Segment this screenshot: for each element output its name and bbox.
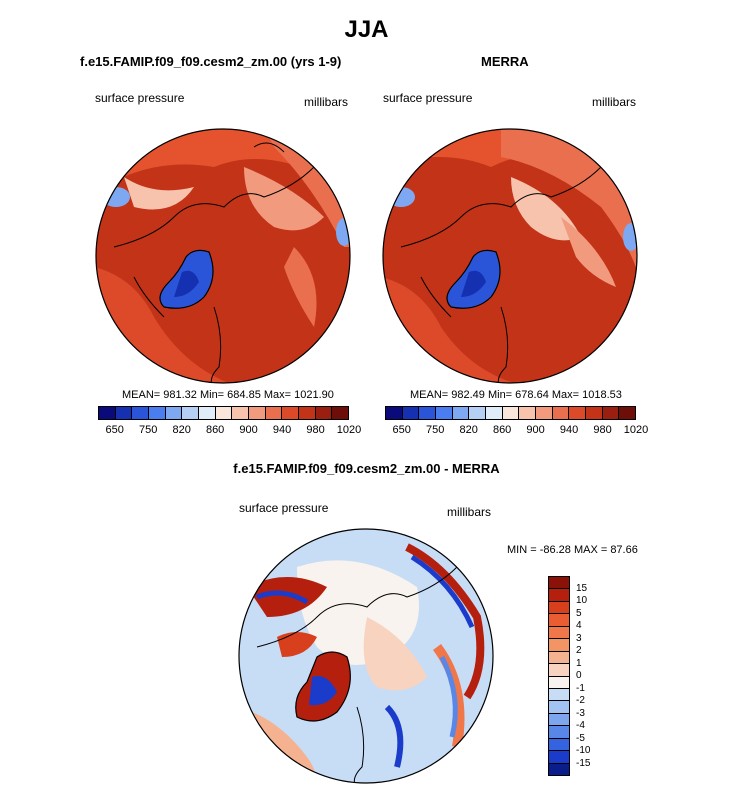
- obs-colorbar-swatch: [469, 407, 487, 419]
- model-stats: MEAN= 981.32 Min= 684.85 Max= 1021.90: [122, 389, 334, 401]
- diff-colorbar-tick-label: 0: [576, 670, 582, 681]
- obs-colorbar-swatch: [436, 407, 453, 419]
- diff-colorbar-swatch: [549, 626, 569, 640]
- model-colorbar-swatch: [332, 407, 349, 419]
- model-colorbar-tick-label: 940: [272, 424, 292, 436]
- obs-colorbar-tick-label: 1020: [623, 424, 649, 436]
- obs-units-label: millibars: [592, 95, 637, 109]
- obs-panel-title: MERRA: [481, 54, 529, 69]
- diff-colorbar-swatch: [549, 701, 569, 714]
- diff-variable-label: surface pressure: [239, 501, 329, 515]
- model-colorbar-tick-label: 900: [239, 424, 258, 436]
- model-colorbar-swatch: [249, 407, 266, 419]
- obs-colorbar-tick-label: 750: [426, 424, 445, 436]
- obs-colorbar-swatch: [519, 407, 537, 419]
- model-colorbar-swatch: [215, 407, 233, 419]
- obs-colorbar-swatch: [586, 407, 603, 419]
- diff-colorbar-tick-label: -1: [576, 682, 585, 694]
- obs-colorbar-tick-label: 860: [492, 424, 512, 436]
- obs-colorbar-tick-label: 650: [392, 424, 411, 436]
- obs-colorbar-swatch: [402, 407, 420, 419]
- diff-colorbar-tick-label: -2: [576, 695, 585, 706]
- diff-colorbar-tick-label: 5: [576, 607, 582, 619]
- diff-colorbar-swatch: [549, 614, 569, 627]
- model-colorbar-swatch: [99, 407, 116, 419]
- diff-colorbar-swatch: [549, 738, 569, 752]
- obs-colorbar-swatch: [602, 407, 620, 419]
- diff-colorbar-tick-label: -5: [576, 732, 585, 744]
- model-colorbar-swatch: [282, 407, 300, 419]
- model-colorbar-swatch: [265, 407, 283, 419]
- figure-title: JJA: [344, 16, 389, 43]
- model-colorbar-swatch: [315, 407, 333, 419]
- model-colorbar-swatch: [115, 407, 133, 419]
- diff-colorbar-tick-label: 3: [576, 632, 582, 644]
- diff-colorbar-swatch: [549, 688, 569, 702]
- model-colorbar-swatch: [199, 407, 216, 419]
- diff-colorbar-swatch: [549, 763, 569, 775]
- obs-colorbar-swatch: [486, 407, 503, 419]
- obs-colorbar-swatch: [502, 407, 520, 419]
- model-colorbar-tick-label: 860: [205, 424, 225, 436]
- obs-colorbar: [385, 406, 636, 420]
- diff-colorbar-tick-label: -10: [576, 745, 591, 756]
- model-colorbar-tick-label: 1020: [336, 424, 362, 436]
- diff-colorbar-swatch: [549, 751, 569, 764]
- model-colorbar-swatch: [132, 407, 150, 419]
- diff-stats: MIN = -86.28 MAX = 87.66: [507, 544, 638, 556]
- diff-colorbar-tick-label: 10: [576, 595, 588, 606]
- model-colorbar-tick-label: 820: [172, 424, 191, 436]
- diff-colorbar-swatch: [549, 713, 569, 727]
- diff-units-label: millibars: [447, 505, 492, 519]
- obs-colorbar-swatch: [419, 407, 437, 419]
- obs-colorbar-swatch: [569, 407, 587, 419]
- model-polar-map: [95, 128, 351, 384]
- obs-polar-map: [382, 128, 638, 384]
- model-colorbar-swatch: [165, 407, 183, 419]
- diff-colorbar-swatch: [549, 577, 569, 590]
- obs-colorbar-tick-label: 900: [526, 424, 545, 436]
- diff-colorbar-ticks: 15 10 5 4 3 2 1 0 -1 -2 -3 -4 -5 -10 -15: [576, 576, 606, 776]
- diff-colorbar-tick-label: -3: [576, 707, 585, 719]
- obs-colorbar-swatch: [552, 407, 570, 419]
- obs-colorbar-swatch: [619, 407, 636, 419]
- model-units-label: millibars: [304, 95, 349, 109]
- diff-colorbar-tick-label: 2: [576, 645, 582, 656]
- diff-panel-title: f.e15.FAMIP.f09_f09.cesm2_zm.00 - MERRA: [233, 461, 500, 476]
- model-colorbar-tick-label: 650: [105, 424, 124, 436]
- model-colorbar-swatch: [232, 407, 250, 419]
- model-colorbar-ticks: 650 750 820 860 900 940 980 1020: [98, 424, 362, 438]
- diff-colorbar: [548, 576, 570, 776]
- model-colorbar: [98, 406, 349, 420]
- model-panel-title: f.e15.FAMIP.f09_f09.cesm2_zm.00 (yrs 1-9…: [80, 54, 342, 69]
- diff-colorbar-swatch: [549, 651, 569, 665]
- model-colorbar-swatch: [182, 407, 200, 419]
- diff-colorbar-swatch: [549, 726, 569, 739]
- obs-colorbar-swatch: [452, 407, 470, 419]
- obs-colorbar-swatch: [536, 407, 553, 419]
- obs-colorbar-ticks: 650 750 820 860 900 940 980 1020: [385, 424, 649, 438]
- diff-colorbar-tick-label: 1: [576, 657, 582, 669]
- diff-colorbar-swatch: [549, 639, 569, 652]
- obs-colorbar-tick-label: 980: [593, 424, 612, 436]
- diff-colorbar-tick-label: -4: [576, 720, 585, 731]
- diff-colorbar-tick-label: 15: [576, 582, 588, 594]
- obs-colorbar-swatch: [386, 407, 403, 419]
- model-variable-label: surface pressure: [95, 91, 185, 105]
- obs-colorbar-tick-label: 940: [559, 424, 579, 436]
- model-colorbar-swatch: [149, 407, 166, 419]
- diff-colorbar-swatch: [549, 676, 569, 689]
- diff-colorbar-tick-label: 4: [576, 620, 582, 631]
- model-colorbar-tick-label: 980: [306, 424, 325, 436]
- diff-colorbar-tick-label: -15: [576, 757, 591, 769]
- diff-colorbar-swatch: [549, 589, 569, 602]
- diff-colorbar-swatch: [549, 664, 569, 677]
- diff-colorbar-swatch: [549, 601, 569, 615]
- obs-stats: MEAN= 982.49 Min= 678.64 Max= 1018.53: [410, 389, 622, 401]
- model-colorbar-tick-label: 750: [139, 424, 158, 436]
- model-colorbar-swatch: [299, 407, 316, 419]
- diff-polar-map: [238, 528, 494, 784]
- obs-variable-label: surface pressure: [383, 91, 473, 105]
- obs-colorbar-tick-label: 820: [459, 424, 478, 436]
